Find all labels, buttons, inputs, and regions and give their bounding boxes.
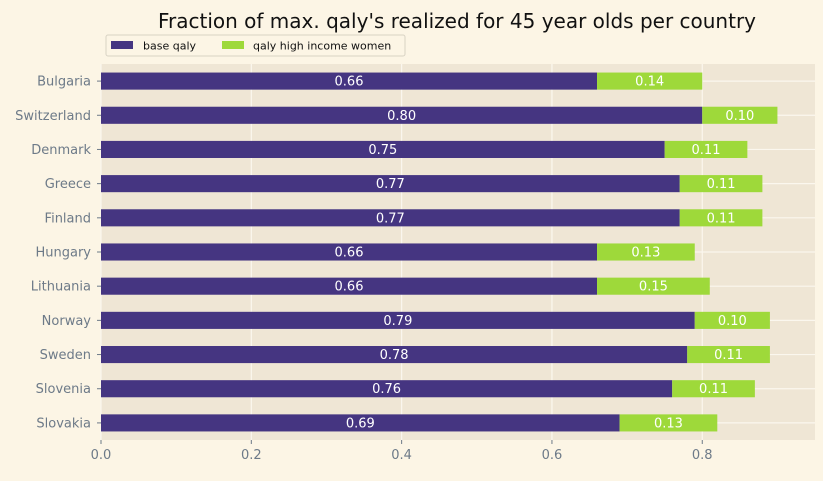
legend-label-high-income-women: qaly high income women	[253, 40, 391, 53]
bar-base-qaly	[101, 72, 598, 90]
bar-base-qaly	[101, 106, 703, 124]
bar-value-label: 0.11	[692, 143, 721, 158]
y-tick-label: Greece	[45, 177, 91, 192]
y-tick-label: Lithuania	[31, 280, 91, 295]
bar-base-qaly	[101, 277, 598, 295]
bar-value-label: 0.11	[707, 211, 736, 226]
bar-value-label: 0.10	[725, 109, 754, 124]
bars: 0.66 0.14 0.80 0.10 0.75 0.11 0.77 0.11 0.77 0.11…	[101, 72, 778, 432]
bar-value-label: 0.66	[335, 75, 364, 90]
bar-value-label: 0.13	[631, 246, 660, 261]
bar-value-label: 0.11	[714, 348, 743, 363]
bar-value-label: 0.75	[368, 143, 397, 158]
bar-high-income-women	[679, 175, 763, 193]
bar-value-label: 0.69	[346, 416, 375, 431]
bar-high-income-women	[619, 414, 718, 432]
bar-value-label: 0.78	[380, 348, 409, 363]
y-tick-label: Slovakia	[36, 416, 91, 431]
y-tick-label: Hungary	[35, 246, 91, 261]
bar-high-income-women	[687, 346, 770, 364]
x-tick-label: 0.2	[241, 448, 262, 463]
bar-value-label: 0.11	[707, 177, 736, 192]
bar-high-income-women	[597, 243, 695, 261]
x-tick-label: 0.6	[542, 448, 563, 463]
y-tick-label: Sweden	[40, 348, 91, 363]
y-tick-label: Norway	[42, 314, 92, 329]
bar-value-label: 0.80	[387, 109, 416, 124]
legend: base qaly qaly high income women	[105, 34, 406, 57]
bar-base-qaly	[101, 140, 665, 158]
legend-label-base-qaly: base qaly	[143, 40, 196, 53]
chart-title: Fraction of max. qaly's realized for 45 …	[158, 9, 756, 33]
bar-high-income-women	[672, 380, 755, 398]
bar-base-qaly	[101, 346, 688, 364]
y-tick-label: Finland	[45, 211, 91, 226]
bar-base-qaly	[101, 380, 673, 398]
x-axis: 0.0 0.2 0.4 0.6 0.8	[91, 440, 713, 463]
bar-high-income-women	[597, 72, 703, 90]
bar-value-label: 0.66	[335, 280, 364, 295]
bar-high-income-women	[597, 277, 710, 295]
y-tick-label: Bulgaria	[37, 75, 91, 90]
bar-value-label: 0.13	[654, 416, 683, 431]
x-tick-label: 0.0	[91, 448, 112, 463]
x-tick-label: 0.8	[692, 448, 713, 463]
bar-high-income-women	[702, 106, 778, 124]
y-tick-label: Denmark	[31, 143, 91, 158]
legend-box	[105, 34, 406, 57]
y-tick-label: Switzerland	[15, 109, 91, 124]
bar-value-label: 0.11	[699, 382, 728, 397]
legend-swatch-base-qaly	[111, 41, 133, 49]
y-axis: Bulgaria Switzerland Denmark Greece Finland H…	[15, 75, 101, 431]
bar-value-label: 0.77	[376, 177, 405, 192]
bar-value-label: 0.15	[639, 280, 668, 295]
bar-value-label: 0.10	[718, 314, 747, 329]
bar-base-qaly	[101, 209, 680, 227]
bar-base-qaly	[101, 243, 598, 261]
x-tick-label: 0.4	[391, 448, 412, 463]
bar-base-qaly	[101, 175, 680, 193]
bar-high-income-women	[664, 140, 748, 158]
bar-high-income-women	[679, 209, 763, 227]
bar-base-qaly	[101, 414, 620, 432]
bar-value-label: 0.14	[635, 75, 664, 90]
bar-base-qaly	[101, 311, 695, 329]
bar-high-income-women	[694, 311, 770, 329]
bar-value-label: 0.79	[383, 314, 412, 329]
y-tick-label: Slovenia	[36, 382, 91, 397]
legend-swatch-high-income-women	[222, 41, 244, 49]
bar-value-label: 0.76	[372, 382, 401, 397]
bar-value-label: 0.66	[335, 246, 364, 261]
bar-value-label: 0.77	[376, 211, 405, 226]
